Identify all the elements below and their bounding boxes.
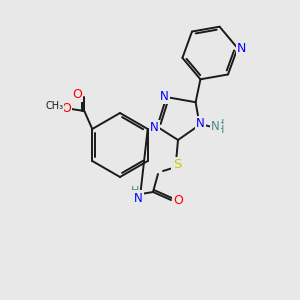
Text: N: N	[160, 90, 169, 103]
Text: H: H	[215, 125, 224, 135]
Text: O: O	[173, 194, 183, 206]
Text: N: N	[237, 42, 246, 55]
Text: N: N	[196, 117, 205, 130]
Text: S: S	[173, 158, 181, 172]
Text: N: N	[134, 191, 142, 205]
Text: O: O	[61, 101, 71, 115]
Text: N: N	[150, 121, 158, 134]
Text: H: H	[131, 186, 139, 196]
Text: N: N	[211, 120, 220, 134]
Text: H: H	[215, 119, 224, 129]
Text: CH₃: CH₃	[45, 101, 63, 111]
Text: O: O	[72, 88, 82, 100]
